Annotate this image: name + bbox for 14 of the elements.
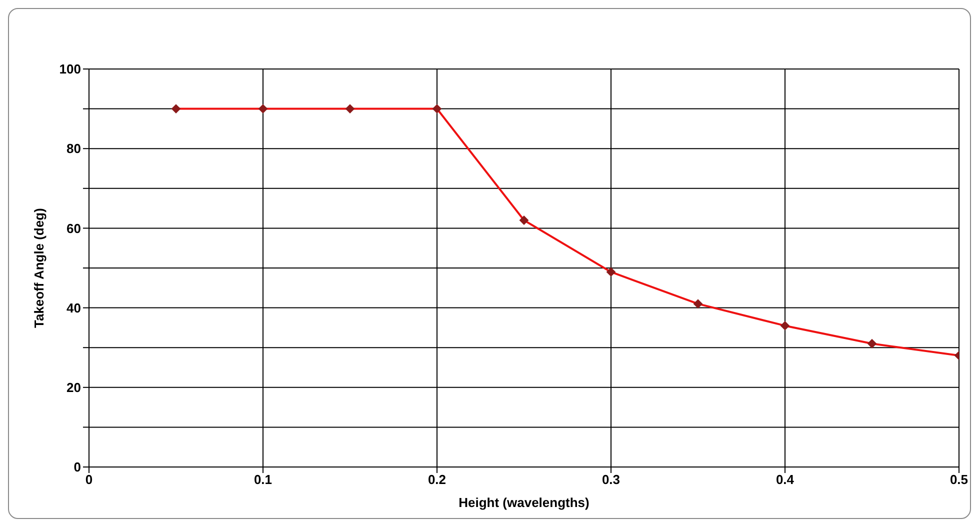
y-tick-label: 40	[66, 300, 81, 316]
y-tick-label: 100	[59, 62, 81, 77]
x-tick-label: 0.5	[950, 472, 968, 488]
y-tick-label: 0	[74, 460, 81, 475]
x-tick-label: 0.2	[428, 472, 446, 488]
y-tick-label: 60	[66, 220, 81, 236]
y-axis-title: Takeoff Angle (deg)	[32, 208, 47, 328]
x-tick-label: 0.1	[254, 472, 272, 488]
x-axis-title: Height (wavelengths)	[458, 495, 590, 510]
x-tick-label: 0.3	[602, 472, 620, 488]
y-tick-label: 20	[66, 380, 81, 396]
y-tick-label: 80	[66, 141, 81, 156]
x-tick-label: 0	[85, 472, 93, 488]
x-tick-label: 0.4	[776, 472, 795, 488]
